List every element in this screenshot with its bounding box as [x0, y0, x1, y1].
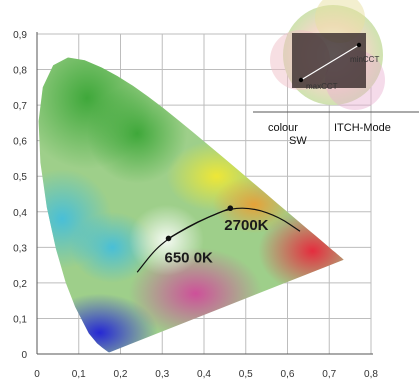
data-point	[165, 235, 172, 242]
itch-mode-label: ITCH-Mode	[334, 122, 391, 134]
colour-label: colour	[268, 122, 298, 134]
data-point-label: 650 0K	[165, 249, 214, 266]
inset-dark-panel	[292, 33, 366, 88]
y-tick-label: 0,8	[13, 66, 27, 77]
data-points: 650 0K 2700K	[165, 205, 269, 266]
y-tick-label: 0,5	[13, 172, 27, 183]
inset-cct-line	[300, 44, 360, 81]
data-point	[227, 205, 234, 212]
inset-min-point	[356, 42, 362, 48]
inset-diagram: minCCT maxCCT colour SW ITCH-Mode	[253, 0, 419, 147]
y-tick-label: 0,1	[13, 314, 27, 325]
inset-max-point	[298, 77, 304, 83]
inset-min-label: minCCT	[350, 55, 379, 64]
x-tick-label: 0,1	[72, 369, 86, 380]
sw-label: SW	[289, 135, 307, 147]
y-tick-label: 0,7	[13, 101, 27, 112]
inset-max-label: maxCCT	[306, 82, 338, 91]
y-tick-label: 0,6	[13, 137, 27, 148]
x-tick-label: 0,4	[197, 369, 211, 380]
inset-color-tint	[315, 0, 365, 43]
locus-color-blob	[258, 208, 344, 294]
x-tick-label: 0,8	[364, 369, 378, 380]
locus-color-blob	[87, 83, 188, 184]
x-tick-label: 0	[34, 369, 40, 380]
y-tick-label: 0,4	[13, 208, 27, 219]
planckian-curves	[136, 207, 301, 273]
x-tick-label: 0,5	[239, 369, 253, 380]
x-tick-label: 0,3	[155, 369, 169, 380]
x-tick-label: 0,2	[114, 369, 128, 380]
axes: 0 0,1 0,2 0,3 0,4 0,5 0,6 0,7 0,8 0 0,1 0,2 0,3 0,4 0,…	[13, 30, 378, 380]
x-tick-label: 0,7	[322, 369, 336, 380]
data-point-label: 2700K	[224, 217, 268, 234]
cct-curve	[168, 207, 231, 239]
y-tick-label: 0,3	[13, 243, 27, 254]
y-tick-label: 0,9	[13, 30, 27, 41]
y-tick-label: 0	[21, 350, 27, 361]
x-tick-label: 0,6	[281, 369, 295, 380]
y-tick-label: 0,2	[13, 279, 27, 290]
